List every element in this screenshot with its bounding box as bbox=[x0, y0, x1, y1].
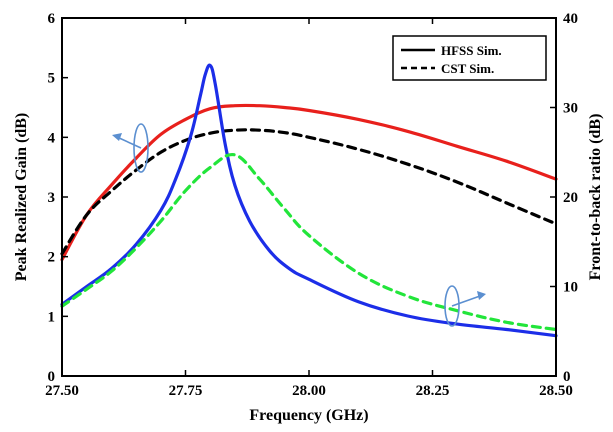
series-line-right-cst bbox=[60, 152, 558, 332]
y-left-tick-label: 1 bbox=[48, 309, 56, 325]
y-axis-left-title: Peak Realized Gain (dB) bbox=[13, 113, 30, 281]
x-tick-label: 28.25 bbox=[416, 383, 450, 399]
series-line-right-hfss bbox=[60, 63, 558, 338]
right-axis-arrow-icon bbox=[444, 285, 486, 327]
y-left-tick-label: 0 bbox=[48, 369, 56, 385]
y-left-tick-label: 6 bbox=[48, 11, 56, 27]
annotations bbox=[112, 123, 486, 327]
left-axis-arrow-icon bbox=[112, 123, 149, 173]
y-right-tick-label: 30 bbox=[563, 101, 578, 117]
legend-box bbox=[392, 35, 547, 81]
x-tick-label: 28.00 bbox=[292, 383, 326, 399]
x-axis-title: Frequency (GHz) bbox=[249, 407, 368, 424]
y-axis-right-title: Front-to-back ratio (dB) bbox=[587, 114, 604, 281]
y-left-tick-label: 3 bbox=[48, 190, 56, 206]
legend: HFSS Sim. CST Sim. bbox=[392, 35, 547, 81]
y-left-tick-label: 5 bbox=[48, 71, 56, 87]
x-tick-label: 27.50 bbox=[45, 383, 79, 399]
legend-label-cst: CST Sim. bbox=[441, 61, 494, 76]
legend-label-hfss: HFSS Sim. bbox=[441, 43, 502, 58]
y-right-tick-label: 40 bbox=[563, 11, 578, 27]
plot-curves bbox=[60, 63, 558, 338]
y-left-tick-label: 4 bbox=[48, 130, 56, 146]
series-line-left-cst bbox=[60, 128, 558, 256]
x-tick-label: 28.50 bbox=[539, 383, 573, 399]
axis-ticks bbox=[61, 17, 557, 377]
y-right-tick-label: 0 bbox=[563, 369, 571, 385]
x-tick-label: 27.75 bbox=[169, 383, 203, 399]
y-right-tick-label: 20 bbox=[563, 190, 578, 206]
axis-tick-labels: 27.50 27.75 28.00 28.25 28.50012345601020304… bbox=[45, 11, 578, 399]
y-right-tick-label: 10 bbox=[563, 280, 578, 296]
y-left-tick-label: 2 bbox=[48, 250, 56, 266]
series-line-left-hfss bbox=[60, 103, 558, 262]
